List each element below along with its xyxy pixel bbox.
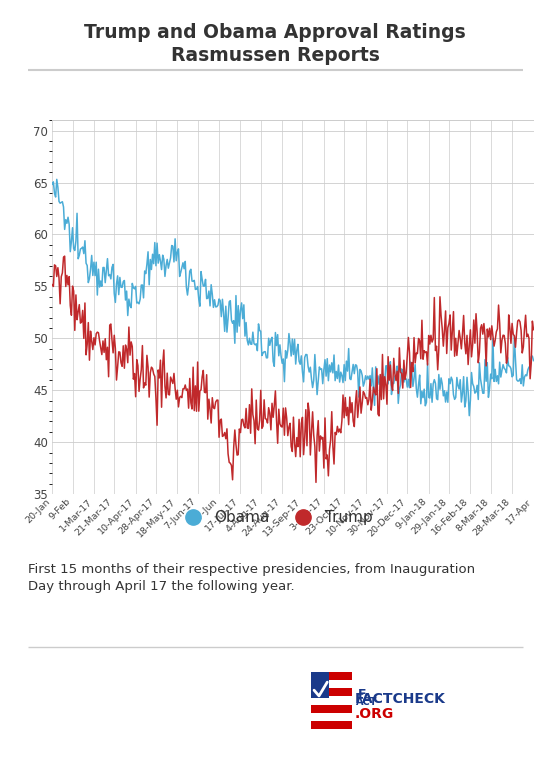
Bar bbox=[311, 696, 352, 705]
Bar bbox=[311, 672, 352, 680]
Text: Trump and Obama Approval Ratings: Trump and Obama Approval Ratings bbox=[84, 24, 466, 42]
Bar bbox=[311, 680, 352, 688]
Text: Rasmussen Reports: Rasmussen Reports bbox=[170, 46, 380, 64]
Text: F: F bbox=[358, 689, 366, 701]
Bar bbox=[311, 713, 352, 721]
Bar bbox=[311, 721, 352, 729]
Text: First 15 months of their respective presidencies, from Inauguration
Day through : First 15 months of their respective pres… bbox=[28, 563, 475, 593]
Bar bbox=[311, 705, 352, 713]
Text: FACTCHECK: FACTCHECK bbox=[355, 692, 446, 705]
Text: ACT: ACT bbox=[356, 697, 378, 708]
Bar bbox=[311, 688, 352, 696]
Bar bbox=[311, 672, 329, 698]
Text: .ORG: .ORG bbox=[355, 707, 394, 721]
Legend: Obama, Trump: Obama, Trump bbox=[178, 510, 372, 525]
